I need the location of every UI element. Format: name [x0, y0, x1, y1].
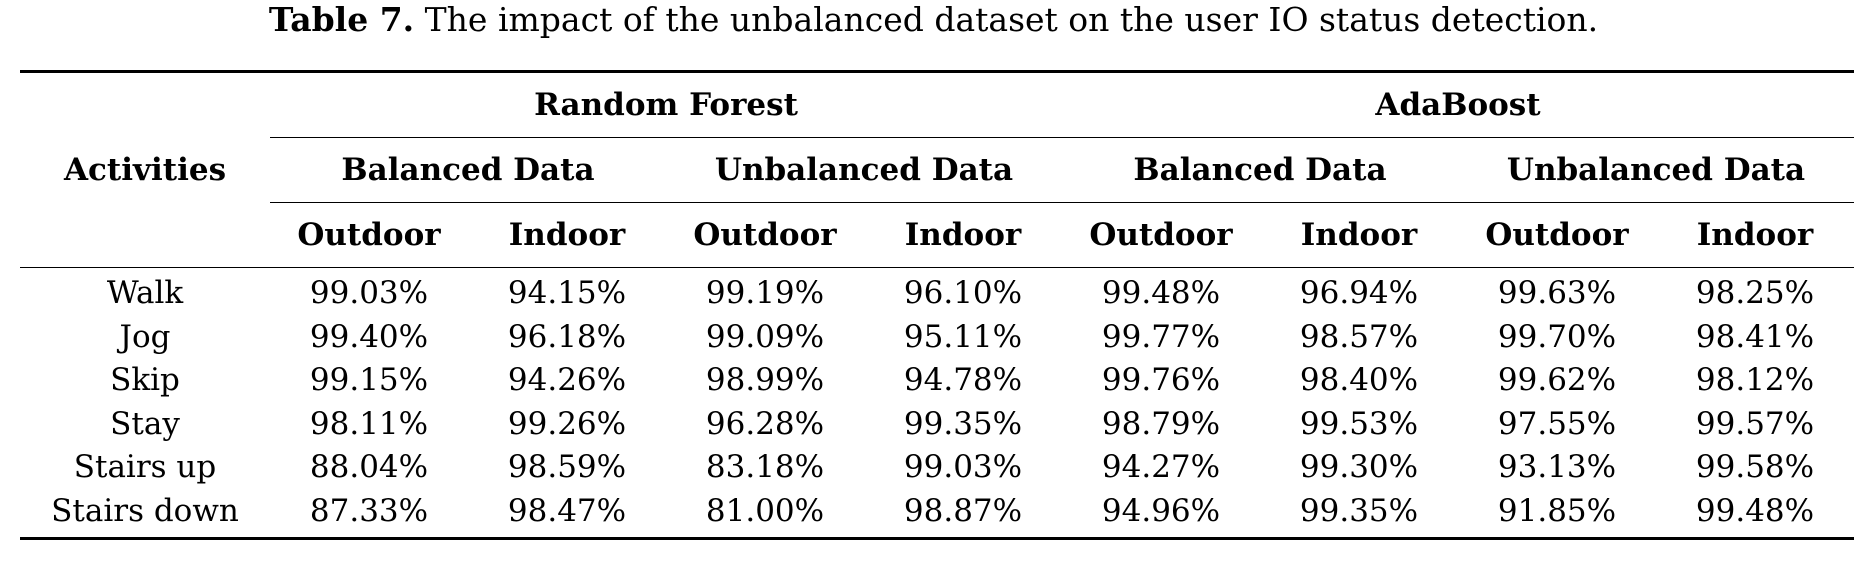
activity-cell: Stay: [110, 405, 180, 442]
table-row: Skip 99.15% 94.26% 98.99% 94.78% 99.76% 98.40%…: [20, 359, 1854, 403]
value-cell: 99.19%: [705, 275, 825, 311]
value-cell: 98.25%: [1695, 275, 1815, 311]
model-header-row: Activities Random Forest AdaBoost: [20, 71, 1854, 268]
model-header-adaboost: AdaBoost: [1062, 71, 1854, 138]
results-table: Activities Random Forest AdaBoost Balanc…: [20, 70, 1854, 540]
value-cell: 99.09%: [705, 318, 825, 355]
env-header-indoor: Indoor: [904, 217, 1022, 253]
activity-cell: Stairs up: [73, 449, 217, 485]
value-cell: 99.40%: [309, 318, 429, 355]
environment-header-row: Outdoor Indoor Outdoor Indoor Outdoor In…: [20, 203, 1854, 268]
env-header-outdoor: Outdoor: [1485, 217, 1629, 253]
value-cell: 87.33%: [309, 492, 429, 529]
value-cell: 96.94%: [1299, 275, 1419, 311]
data-type-header-row: Balanced Data Unbalanced Data Balanced D…: [20, 137, 1854, 203]
value-cell: 91.85%: [1497, 492, 1617, 529]
table-row: Stay 98.11% 99.26% 96.28% 99.35% 98.79% 99.53%…: [20, 403, 1854, 447]
activities-header: Activities: [20, 71, 270, 268]
value-cell: 94.15%: [507, 275, 627, 311]
value-cell: 99.35%: [903, 405, 1023, 442]
value-cell: 94.96%: [1101, 492, 1221, 529]
table-row: Walk 99.03% 94.15% 99.19% 96.10% 99.48% 96.94%…: [20, 268, 1854, 316]
value-cell: 96.28%: [705, 405, 825, 442]
value-cell: 99.53%: [1299, 405, 1419, 442]
value-cell: 98.41%: [1695, 318, 1815, 355]
value-cell: 98.11%: [309, 405, 429, 442]
env-header-indoor: Indoor: [1300, 217, 1418, 253]
value-cell: 99.77%: [1101, 318, 1221, 355]
env-header-outdoor: Outdoor: [1089, 217, 1233, 253]
activity-cell: Stairs down: [51, 492, 239, 529]
value-cell: 94.26%: [507, 362, 627, 398]
value-cell: 97.55%: [1497, 405, 1617, 442]
ab-balanced-header: Balanced Data: [1062, 137, 1458, 203]
activity-cell: Skip: [110, 362, 180, 398]
activity-cell: Walk: [106, 275, 184, 311]
table-row: Jog 99.40% 96.18% 99.09% 95.11% 99.77% 98.57% 9…: [20, 316, 1854, 360]
table-caption-text: The impact of the unbalanced dataset on …: [424, 0, 1599, 39]
value-cell: 94.27%: [1101, 449, 1221, 485]
value-cell: 98.47%: [507, 492, 627, 529]
value-cell: 95.11%: [903, 318, 1023, 355]
value-cell: 99.57%: [1695, 405, 1815, 442]
value-cell: 96.18%: [507, 318, 627, 355]
table-row: Stairs up 88.04% 98.59% 83.18% 99.03% 94.27% 9…: [20, 446, 1854, 490]
value-cell: 98.40%: [1299, 362, 1419, 398]
value-cell: 98.57%: [1299, 318, 1419, 355]
value-cell: 99.48%: [1101, 275, 1221, 311]
activity-cell: Jog: [119, 318, 171, 355]
value-cell: 99.26%: [507, 405, 627, 442]
env-header-indoor: Indoor: [1696, 217, 1814, 253]
table-row: Stairs down 87.33% 98.47% 81.00% 98.87% 94.96…: [20, 490, 1854, 539]
value-cell: 98.59%: [507, 449, 627, 485]
value-cell: 98.12%: [1695, 362, 1815, 398]
env-header-outdoor: Outdoor: [297, 217, 441, 253]
value-cell: 81.00%: [705, 492, 825, 529]
rf-balanced-header: Balanced Data: [270, 137, 666, 203]
rf-unbalanced-header: Unbalanced Data: [666, 137, 1062, 203]
ab-unbalanced-header: Unbalanced Data: [1458, 137, 1854, 203]
model-header-random-forest: Random Forest: [270, 71, 1062, 138]
value-cell: 99.15%: [309, 362, 429, 398]
table-caption: Table 7. The impact of the unbalanced da…: [0, 0, 1867, 40]
value-cell: 98.99%: [705, 362, 825, 398]
value-cell: 99.63%: [1497, 275, 1617, 311]
value-cell: 99.03%: [309, 275, 429, 311]
value-cell: 98.79%: [1101, 405, 1221, 442]
value-cell: 98.87%: [903, 492, 1023, 529]
table-body: Walk 99.03% 94.15% 99.19% 96.10% 99.48% 96.94%…: [20, 268, 1854, 539]
value-cell: 99.58%: [1695, 449, 1815, 485]
value-cell: 99.35%: [1299, 492, 1419, 529]
value-cell: 96.10%: [903, 275, 1023, 311]
value-cell: 99.76%: [1101, 362, 1221, 398]
value-cell: 99.30%: [1299, 449, 1419, 485]
value-cell: 99.70%: [1497, 318, 1617, 355]
value-cell: 99.62%: [1497, 362, 1617, 398]
table-container: Activities Random Forest AdaBoost Balanc…: [20, 70, 1854, 540]
env-header-outdoor: Outdoor: [693, 217, 837, 253]
value-cell: 99.48%: [1695, 492, 1815, 529]
env-header-indoor: Indoor: [508, 217, 626, 253]
value-cell: 94.78%: [903, 362, 1023, 398]
value-cell: 99.03%: [903, 449, 1023, 485]
value-cell: 83.18%: [705, 449, 825, 485]
value-cell: 88.04%: [309, 449, 429, 485]
table-label: Table 7.: [268, 0, 415, 39]
value-cell: 93.13%: [1497, 449, 1617, 485]
